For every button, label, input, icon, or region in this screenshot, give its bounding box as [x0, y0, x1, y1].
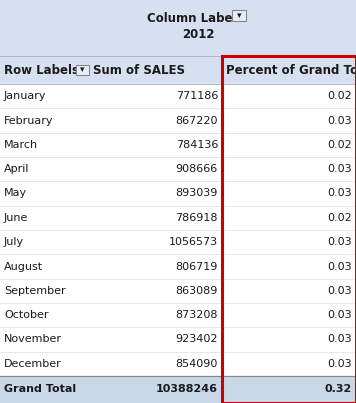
- Text: May: May: [4, 189, 27, 199]
- Bar: [0, 303, 356, 327]
- Text: June: June: [4, 213, 28, 223]
- Text: 10388246: 10388246: [156, 384, 218, 395]
- Text: 0.03: 0.03: [328, 310, 352, 320]
- Bar: [0, 352, 356, 376]
- Bar: [0, 56, 356, 84]
- Text: ▾: ▾: [237, 11, 241, 20]
- Text: April: April: [4, 164, 30, 174]
- Text: 923402: 923402: [176, 334, 218, 345]
- Text: 854090: 854090: [176, 359, 218, 369]
- Text: July: July: [4, 237, 24, 247]
- Text: 0.03: 0.03: [328, 164, 352, 174]
- Text: Sum of SALES: Sum of SALES: [93, 64, 185, 77]
- Text: August: August: [4, 262, 43, 272]
- Text: 0.02: 0.02: [327, 213, 352, 223]
- FancyBboxPatch shape: [76, 65, 89, 75]
- Bar: [0, 0, 356, 56]
- Text: January: January: [4, 91, 47, 101]
- Text: 893039: 893039: [176, 189, 218, 199]
- Bar: [0, 133, 356, 157]
- Text: Grand Total: Grand Total: [4, 384, 76, 395]
- Text: December: December: [4, 359, 62, 369]
- Bar: [0, 181, 356, 206]
- Bar: [222, 56, 356, 403]
- Text: 1056573: 1056573: [169, 237, 218, 247]
- Bar: [0, 84, 356, 108]
- Text: 0.02: 0.02: [327, 140, 352, 150]
- Bar: [0, 278, 356, 303]
- Text: 0.03: 0.03: [328, 262, 352, 272]
- Text: September: September: [4, 286, 66, 296]
- Text: 873208: 873208: [176, 310, 218, 320]
- Bar: [0, 230, 356, 254]
- Text: 0.03: 0.03: [328, 237, 352, 247]
- Text: Column Labels: Column Labels: [147, 12, 243, 25]
- Text: November: November: [4, 334, 62, 345]
- Bar: [0, 376, 356, 403]
- Text: 806719: 806719: [176, 262, 218, 272]
- Text: 0.02: 0.02: [327, 91, 352, 101]
- Text: 0.32: 0.32: [325, 384, 352, 395]
- Text: October: October: [4, 310, 48, 320]
- Text: 867220: 867220: [176, 116, 218, 125]
- Text: 908666: 908666: [176, 164, 218, 174]
- Text: March: March: [4, 140, 38, 150]
- Bar: [0, 108, 356, 133]
- Text: 2012: 2012: [182, 27, 214, 40]
- Text: 771186: 771186: [176, 91, 218, 101]
- Text: 784136: 784136: [176, 140, 218, 150]
- Text: ▾: ▾: [80, 66, 85, 75]
- Text: February: February: [4, 116, 53, 125]
- Bar: [0, 206, 356, 230]
- Text: Percent of Grand Total: Percent of Grand Total: [226, 64, 356, 77]
- Text: 0.03: 0.03: [328, 189, 352, 199]
- Text: 0.03: 0.03: [328, 116, 352, 125]
- Text: 0.03: 0.03: [328, 359, 352, 369]
- FancyBboxPatch shape: [232, 10, 246, 21]
- Bar: [0, 157, 356, 181]
- Text: 0.03: 0.03: [328, 286, 352, 296]
- Bar: [0, 327, 356, 352]
- Text: 786918: 786918: [176, 213, 218, 223]
- Text: 863089: 863089: [176, 286, 218, 296]
- Text: Row Labels: Row Labels: [4, 64, 79, 77]
- Bar: [0, 254, 356, 278]
- Text: 0.03: 0.03: [328, 334, 352, 345]
